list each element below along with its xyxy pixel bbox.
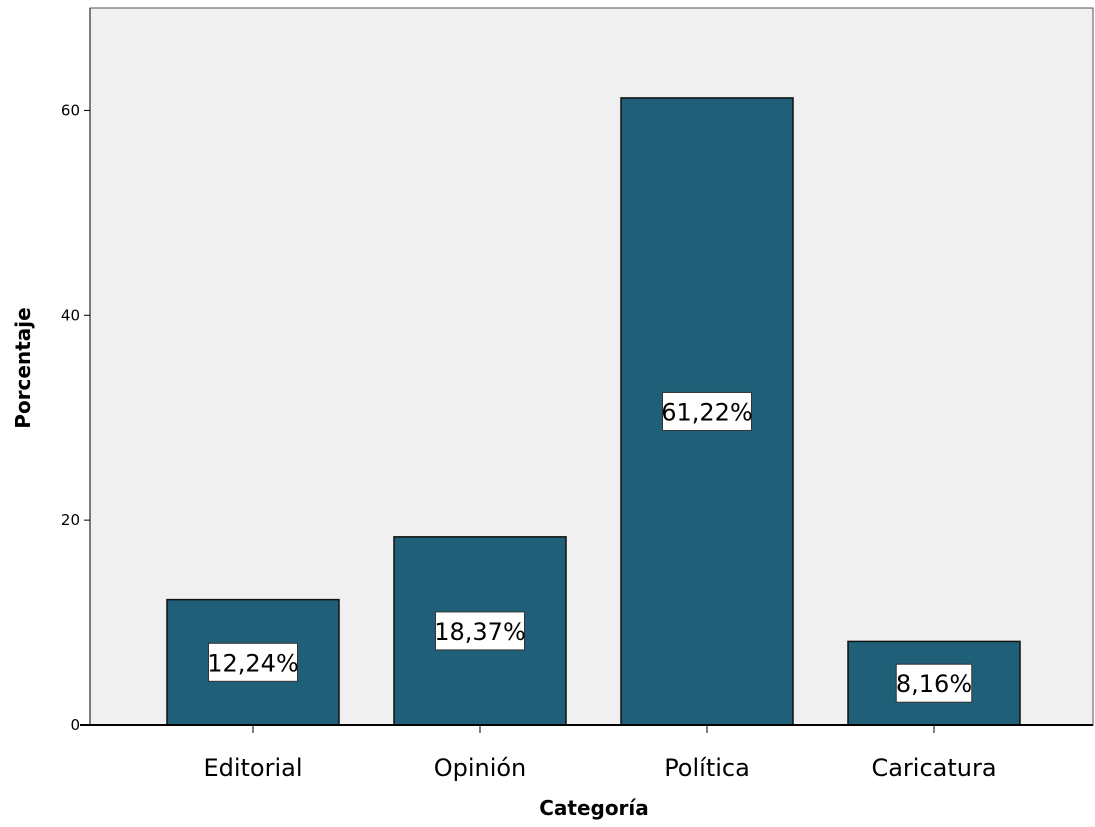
x-axis-title: Categoría [539,796,649,820]
y-tick-label: 20 [61,511,80,529]
bar-data-label-box [435,611,525,651]
y-tick-label: 0 [70,716,80,734]
bars-group: 12,24% 18,37% 61,22% 8,16% [166,97,1021,726]
x-category-label: Opinión [434,754,527,782]
y-axis-title: Porcentaje [11,307,35,428]
y-tick-label: 60 [61,101,80,119]
bar-data-label-box [208,642,298,682]
bar-data-label-box [895,663,973,703]
x-category-label: Política [664,754,750,782]
bar-data-label: 18,37% [434,618,526,646]
bar-data-label-box [662,391,752,431]
y-ticks-group: 0 20 40 60 [61,101,90,734]
x-category-label: Caricatura [871,754,996,782]
x-categories-group: Editorial Opinión Política Caricatura [203,725,997,782]
bar-data-label: 12,24% [207,649,299,677]
y-tick-label: 40 [61,306,80,324]
x-category-label: Editorial [203,754,302,782]
bar-data-label: 8,16% [896,670,972,698]
bar-data-label: 61,22% [661,398,753,426]
